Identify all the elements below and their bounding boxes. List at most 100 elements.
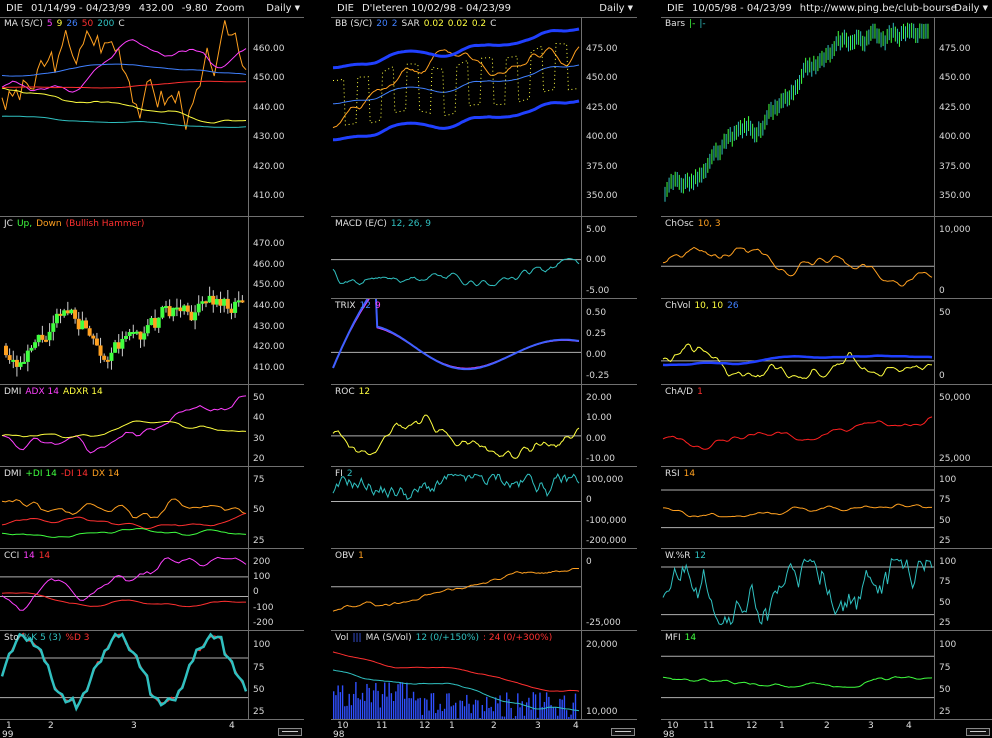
plot-area[interactable] [661,299,934,385]
indicator-panel-trix[interactable]: TRIX 12 9 0.50 0.25 0.00 -0.25 [331,298,637,385]
volume-bar [368,687,370,721]
scroll-handle[interactable] [966,728,990,736]
x-tick-label: 4 [229,721,235,731]
indicator-panel-fi[interactable]: FI 2 100,000 0 -100,000 -200,000 [331,466,637,549]
panel-title-part: DX 14 [91,469,120,479]
volume-bar [455,702,457,721]
indicator-panel-ma[interactable]: MA (S/C) 5 9 26 50 200 C 460.00 450.00 440.00 430.… [0,17,304,216]
indicator-panel-bars[interactable]: Bars |- |- 475.00 450.00 425.00 400.00 375.00 35… [661,17,992,216]
panel-title-part: SAR [401,19,420,29]
plot-area[interactable] [331,631,581,721]
indicator-panel-dmi1[interactable]: DMI ADX 14 ADXR 14 50 40 30 20 [0,384,304,467]
plot-area[interactable] [661,217,934,299]
panel-title-part: 1 [697,387,703,397]
volume-bar [395,691,397,721]
volume-bar [550,705,552,721]
dx-line [1,498,247,519]
candle-body [69,309,74,314]
plot-area[interactable] [331,549,581,631]
panel-title-part: FI [335,469,343,479]
header-symbol: DIE [6,3,23,14]
candle-body [153,318,158,328]
candle-body [120,338,125,349]
plot-area[interactable] [331,17,581,216]
candle-body [193,312,198,321]
volume-bar [401,682,404,721]
plot-svg [331,473,581,502]
plot-area[interactable] [0,467,248,549]
y-tick-label: 0.50 [586,307,607,318]
period-dropdown[interactable]: Daily ▼ [599,0,633,17]
panel-title: CCI 14 14 [4,551,54,562]
indicator-panel-rsi[interactable]: RSI 14 100 75 50 25 [661,466,992,549]
ma50-line [1,80,247,89]
indicator-panel-jc[interactable]: JC Up, Down (Bullish Hammer) 470.00 460.00 450… [0,216,304,385]
indicator-panel-wr[interactable]: W.%R 12 100 75 50 25 [661,548,992,631]
plot-area[interactable] [661,631,934,721]
volume-bar [372,690,375,721]
plot-area[interactable] [661,385,934,467]
header-extra: Zoom [215,3,245,14]
chart-column-2: DIE D'Ieteren 10/02/98 - 04/23/99 Daily ▼ BB… [331,0,637,738]
panel-title-part: ChA/D [665,387,694,397]
header-title: DIE 10/05/98 - 04/23/99 http://www.ping.be… [667,0,965,17]
volume-bar [483,711,486,721]
volume-bar [472,704,475,721]
candle-body [124,336,128,339]
plot-area[interactable] [0,217,248,385]
plot-area[interactable] [331,385,581,467]
candle-body [44,339,48,342]
y-tick-label: 425.00 [939,102,971,113]
plot-area[interactable] [661,467,934,549]
volume-bar [494,697,497,721]
indicator-panel-vol[interactable]: Vol ||| MA (S/Vol) 12 (0/+150%): 24 (0/+300… [331,630,637,721]
volume-bar [333,691,335,721]
x-year-label: 98 [333,730,345,738]
candle-body [29,347,34,351]
plot-area[interactable] [331,299,581,385]
candle-body [14,359,19,367]
indicator-panel-mfi[interactable]: MFI 14 100 75 50 25 [661,630,992,721]
chart-column-1: DIE 01/14/99 - 04/23/99 432.00 -9.80 Zoom Dai… [0,0,304,738]
indicator-panel-chad[interactable]: ChA/D 1 50,000 25,000 [661,384,992,467]
plot-area[interactable] [0,549,248,631]
period-dropdown[interactable]: Daily ▼ [954,0,988,17]
plot-area[interactable] [331,467,581,549]
y-tick-label: 470.00 [253,238,285,249]
y-tick-label: 25 [939,617,951,628]
indicator-panel-macd[interactable]: MACD (E/C) 12, 26, 9 5.00 0.00 -5.00 [331,216,637,299]
panel-title-part: CCI [4,551,20,561]
volume-bar [519,707,521,721]
panel-title-part: DMI [4,387,22,397]
indicator-panel-chvol[interactable]: ChVol 10, 10 26 50 0 [661,298,992,385]
period-dropdown[interactable]: Daily ▼ [266,0,300,17]
y-axis: 200 100 0 -100 -200 [248,549,304,631]
indicator-panel-obv[interactable]: OBV 1 0 -25,000 [331,548,637,631]
chevron-down-icon: ▼ [294,4,300,12]
scroll-handle[interactable] [278,728,302,736]
plot-area[interactable] [0,385,248,467]
indicator-panel-chosc[interactable]: ChOsc 10, 3 10,000 0 [661,216,992,299]
panel-title-part: 14 [23,551,35,561]
indicator-panel-cci[interactable]: CCI 14 14 200 100 0 -100 -200 [0,548,304,631]
indicator-panel-bb[interactable]: BB (S/C) 20 2 SAR 0.02 0.02 0.2 C 475.00 450.00 42… [331,17,637,216]
volume-bar [530,709,532,721]
panel-title-part: W.%R [665,551,691,561]
candle-body [51,323,56,332]
candle-body [40,334,45,340]
plot-area[interactable] [661,549,934,631]
indicator-panel-sto[interactable]: Sto %K 5 (3) %D 3 100 75 50 25 [0,630,304,721]
volume-bar [399,681,401,721]
candle-body [167,306,172,317]
panel-title-part: 0.2 [471,19,487,29]
plot-area[interactable] [0,631,248,721]
indicator-panel-dmi2[interactable]: DMI +DI 14 -DI 14 DX 14 75 50 25 [0,466,304,549]
panel-title-part: MACD (E/C) [335,219,387,229]
volume-bar [506,692,508,721]
plot-area[interactable] [331,217,581,299]
scroll-handle[interactable] [611,728,635,736]
panel-title-part: MFI [665,633,681,643]
indicator-panel-roc[interactable]: ROC 12 20.00 10.00 0.00 -10.00 [331,384,637,467]
plot-area[interactable] [661,17,934,216]
plot-area[interactable] [0,17,248,216]
